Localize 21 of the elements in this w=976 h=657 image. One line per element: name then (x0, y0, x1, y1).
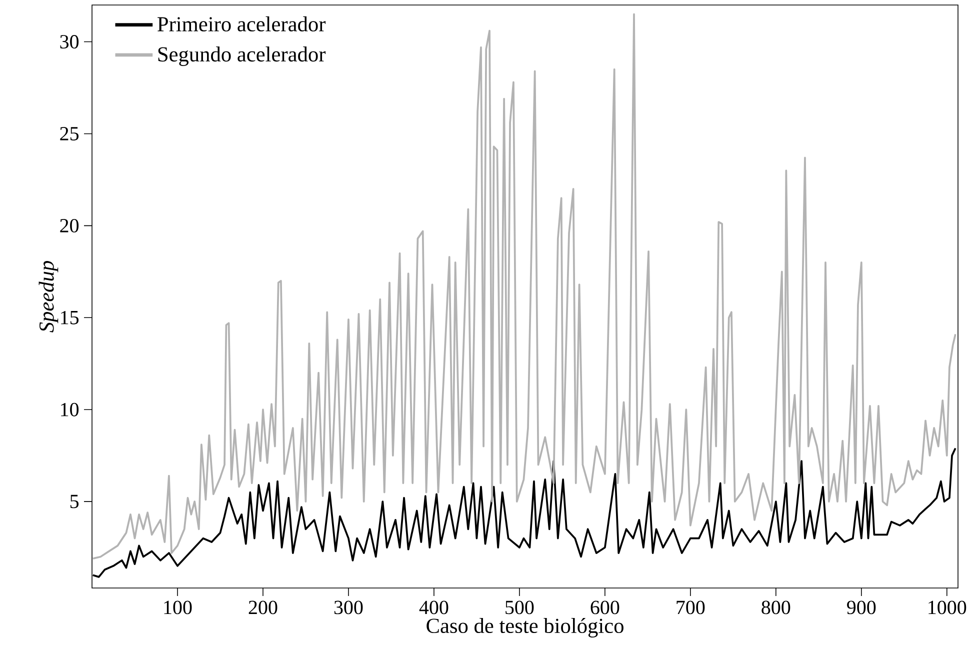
legend-label: Segundo acelerador (158, 46, 326, 66)
y-tick-label: 5 (70, 494, 79, 508)
line-series (92, 13, 956, 560)
y-axis-title: Speedup (38, 261, 58, 332)
x-tick-label: 600 (590, 600, 620, 614)
legend-label: Primeiro acelerador (158, 16, 326, 32)
x-tick-label: 200 (248, 600, 278, 614)
x-tick-label: 700 (676, 600, 705, 614)
x-axis-title: Caso de teste biológico (426, 618, 624, 638)
x-tick-label: 100 (164, 600, 192, 614)
x-tick-label: 1000 (928, 600, 966, 614)
y-tick-label: 15 (61, 310, 79, 324)
x-tick-label: 500 (506, 600, 534, 614)
x-tick-label: 800 (762, 600, 790, 614)
x-tick-label: 300 (334, 600, 363, 614)
x-tick-label: 400 (419, 600, 448, 614)
y-tick-label: 25 (60, 127, 79, 140)
y-tick-label: 20 (60, 218, 79, 232)
y-tick-label: 30 (60, 35, 79, 49)
x-tick-label: 900 (847, 600, 876, 614)
y-tick-label: 10 (61, 402, 79, 416)
